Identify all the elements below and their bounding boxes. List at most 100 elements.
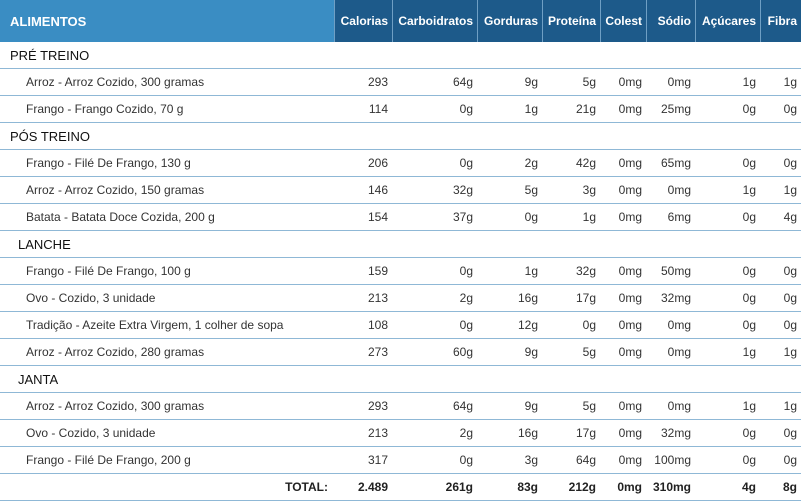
cell-acucares: 0g (742, 102, 756, 116)
food-row[interactable]: Arroz - Arroz Cozido, 280 gramas 273 60g 9g… (0, 339, 801, 366)
food-name[interactable]: Ovo - Cozido, 3 unidade (26, 426, 156, 440)
cell-fibra: 1g (783, 345, 797, 359)
total-carboidratos: 261g (445, 480, 473, 494)
cell-proteina: 21g (575, 102, 596, 116)
cell-gorduras: 2g (524, 156, 538, 170)
total-row: TOTAL: 2.489 261g 83g 212g 0mg 310mg 4g 8g (0, 474, 801, 501)
food-name[interactable]: Arroz - Arroz Cozido, 300 gramas (26, 75, 205, 89)
food-name[interactable]: Arroz - Arroz Cozido, 150 gramas (26, 183, 205, 197)
header-colest: Colest (600, 0, 646, 42)
food-name[interactable]: Arroz - Arroz Cozido, 300 gramas (26, 399, 205, 413)
cell-proteina: 3g (582, 183, 596, 197)
cell-colest: 0mg (618, 102, 642, 116)
cell-proteina: 32g (575, 264, 596, 278)
food-name[interactable]: Frango - Filé De Frango, 130 g (26, 156, 191, 170)
food-name[interactable]: Arroz - Arroz Cozido, 280 gramas (26, 345, 205, 359)
cell-acucares: 0g (742, 156, 756, 170)
cell-fibra: 4g (783, 210, 797, 224)
food-row[interactable]: Frango - Filé De Frango, 200 g 317 0g 3g 64g… (0, 447, 801, 474)
cell-calorias: 317 (367, 453, 388, 467)
cell-carboidratos: 64g (452, 399, 473, 413)
meal-title: JANTA (18, 371, 59, 387)
cell-carboidratos: 0g (459, 156, 473, 170)
cell-proteina: 42g (575, 156, 596, 170)
cell-acucares: 1g (742, 399, 756, 413)
cell-calorias: 293 (367, 75, 388, 89)
cell-acucares: 0g (742, 426, 756, 440)
cell-acucares: 0g (742, 264, 756, 278)
cell-sodio: 32mg (660, 291, 691, 305)
food-row[interactable]: Arroz - Arroz Cozido, 300 gramas 293 64g 9g… (0, 393, 801, 420)
cell-sodio: 50mg (660, 264, 691, 278)
meal-title: PÓS TREINO (10, 128, 90, 144)
cell-proteina: 64g (575, 453, 596, 467)
cell-sodio: 0mg (667, 399, 691, 413)
food-row[interactable]: Arroz - Arroz Cozido, 150 gramas 146 32g 5g… (0, 177, 801, 204)
cell-proteina: 5g (582, 399, 596, 413)
cell-colest: 0mg (618, 264, 642, 278)
cell-proteina: 5g (582, 345, 596, 359)
cell-fibra: 0g (783, 318, 797, 332)
food-row[interactable]: Frango - Filé De Frango, 100 g 159 0g 1g 32g… (0, 258, 801, 285)
cell-colest: 0mg (618, 75, 642, 89)
header-calorias: Calorias (334, 0, 392, 42)
cell-proteina: 17g (575, 426, 596, 440)
cell-sodio: 65mg (660, 156, 691, 170)
cell-proteina: 17g (575, 291, 596, 305)
cell-gorduras: 9g (524, 345, 538, 359)
cell-carboidratos: 64g (452, 75, 473, 89)
food-name[interactable]: Tradição - Azeite Extra Virgem, 1 colher… (26, 318, 284, 332)
cell-sodio: 0mg (667, 318, 691, 332)
cell-fibra: 0g (783, 453, 797, 467)
cell-acucares: 1g (742, 345, 756, 359)
food-row[interactable]: Frango - Frango Cozido, 70 g 114 0g 1g 21g 0m… (0, 96, 801, 123)
total-fibra: 8g (782, 480, 797, 494)
cell-sodio: 0mg (667, 183, 691, 197)
food-row[interactable]: Batata - Batata Doce Cozida, 200 g 154 37g… (0, 204, 801, 231)
header-fibra: Fibra (760, 0, 801, 42)
cell-carboidratos: 0g (459, 264, 473, 278)
total-proteina: 212g (568, 480, 596, 494)
cell-gorduras: 1g (524, 102, 538, 116)
cell-gorduras: 1g (524, 264, 538, 278)
cell-gorduras: 9g (524, 399, 538, 413)
food-name[interactable]: Batata - Batata Doce Cozida, 200 g (26, 210, 215, 224)
total-calorias: 2.489 (357, 480, 388, 494)
cell-colest: 0mg (618, 345, 642, 359)
food-name[interactable]: Frango - Filé De Frango, 100 g (26, 264, 191, 278)
cell-colest: 0mg (618, 183, 642, 197)
cell-calorias: 114 (368, 102, 388, 116)
cell-carboidratos: 0g (459, 102, 473, 116)
cell-calorias: 154 (367, 210, 388, 224)
cell-proteina: 1g (582, 210, 596, 224)
cell-carboidratos: 2g (459, 426, 473, 440)
cell-fibra: 0g (783, 264, 797, 278)
meal-title: PRÉ TREINO (10, 47, 90, 63)
cell-acucares: 1g (742, 75, 756, 89)
food-name[interactable]: Ovo - Cozido, 3 unidade (26, 291, 156, 305)
cell-gorduras: 3g (524, 453, 538, 467)
meal-row-janta: JANTA (0, 366, 801, 393)
food-row[interactable]: Ovo - Cozido, 3 unidade 213 2g 16g 17g 0mg 32m… (0, 420, 801, 447)
food-name[interactable]: Frango - Frango Cozido, 70 g (26, 102, 184, 116)
cell-fibra: 0g (783, 102, 797, 116)
food-row[interactable]: Ovo - Cozido, 3 unidade 213 2g 16g 17g 0mg 32m… (0, 285, 801, 312)
cell-acucares: 1g (742, 183, 756, 197)
cell-sodio: 0mg (667, 75, 691, 89)
cell-colest: 0mg (618, 426, 642, 440)
food-row[interactable]: Arroz - Arroz Cozido, 300 gramas 293 64g 9g… (0, 69, 801, 96)
food-row[interactable]: Tradição - Azeite Extra Virgem, 1 colher… (0, 312, 801, 339)
cell-sodio: 6mg (667, 210, 691, 224)
food-name[interactable]: Frango - Filé De Frango, 200 g (26, 453, 191, 467)
total-sodio: 310mg (652, 480, 691, 494)
total-gorduras: 83g (517, 480, 538, 494)
cell-calorias: 293 (367, 399, 388, 413)
cell-sodio: 0mg (667, 345, 691, 359)
cell-calorias: 146 (367, 183, 388, 197)
food-row[interactable]: Frango - Filé De Frango, 130 g 206 0g 2g 42g… (0, 150, 801, 177)
cell-carboidratos: 60g (452, 345, 473, 359)
cell-carboidratos: 0g (459, 318, 473, 332)
cell-acucares: 0g (742, 210, 756, 224)
cell-colest: 0mg (618, 453, 642, 467)
